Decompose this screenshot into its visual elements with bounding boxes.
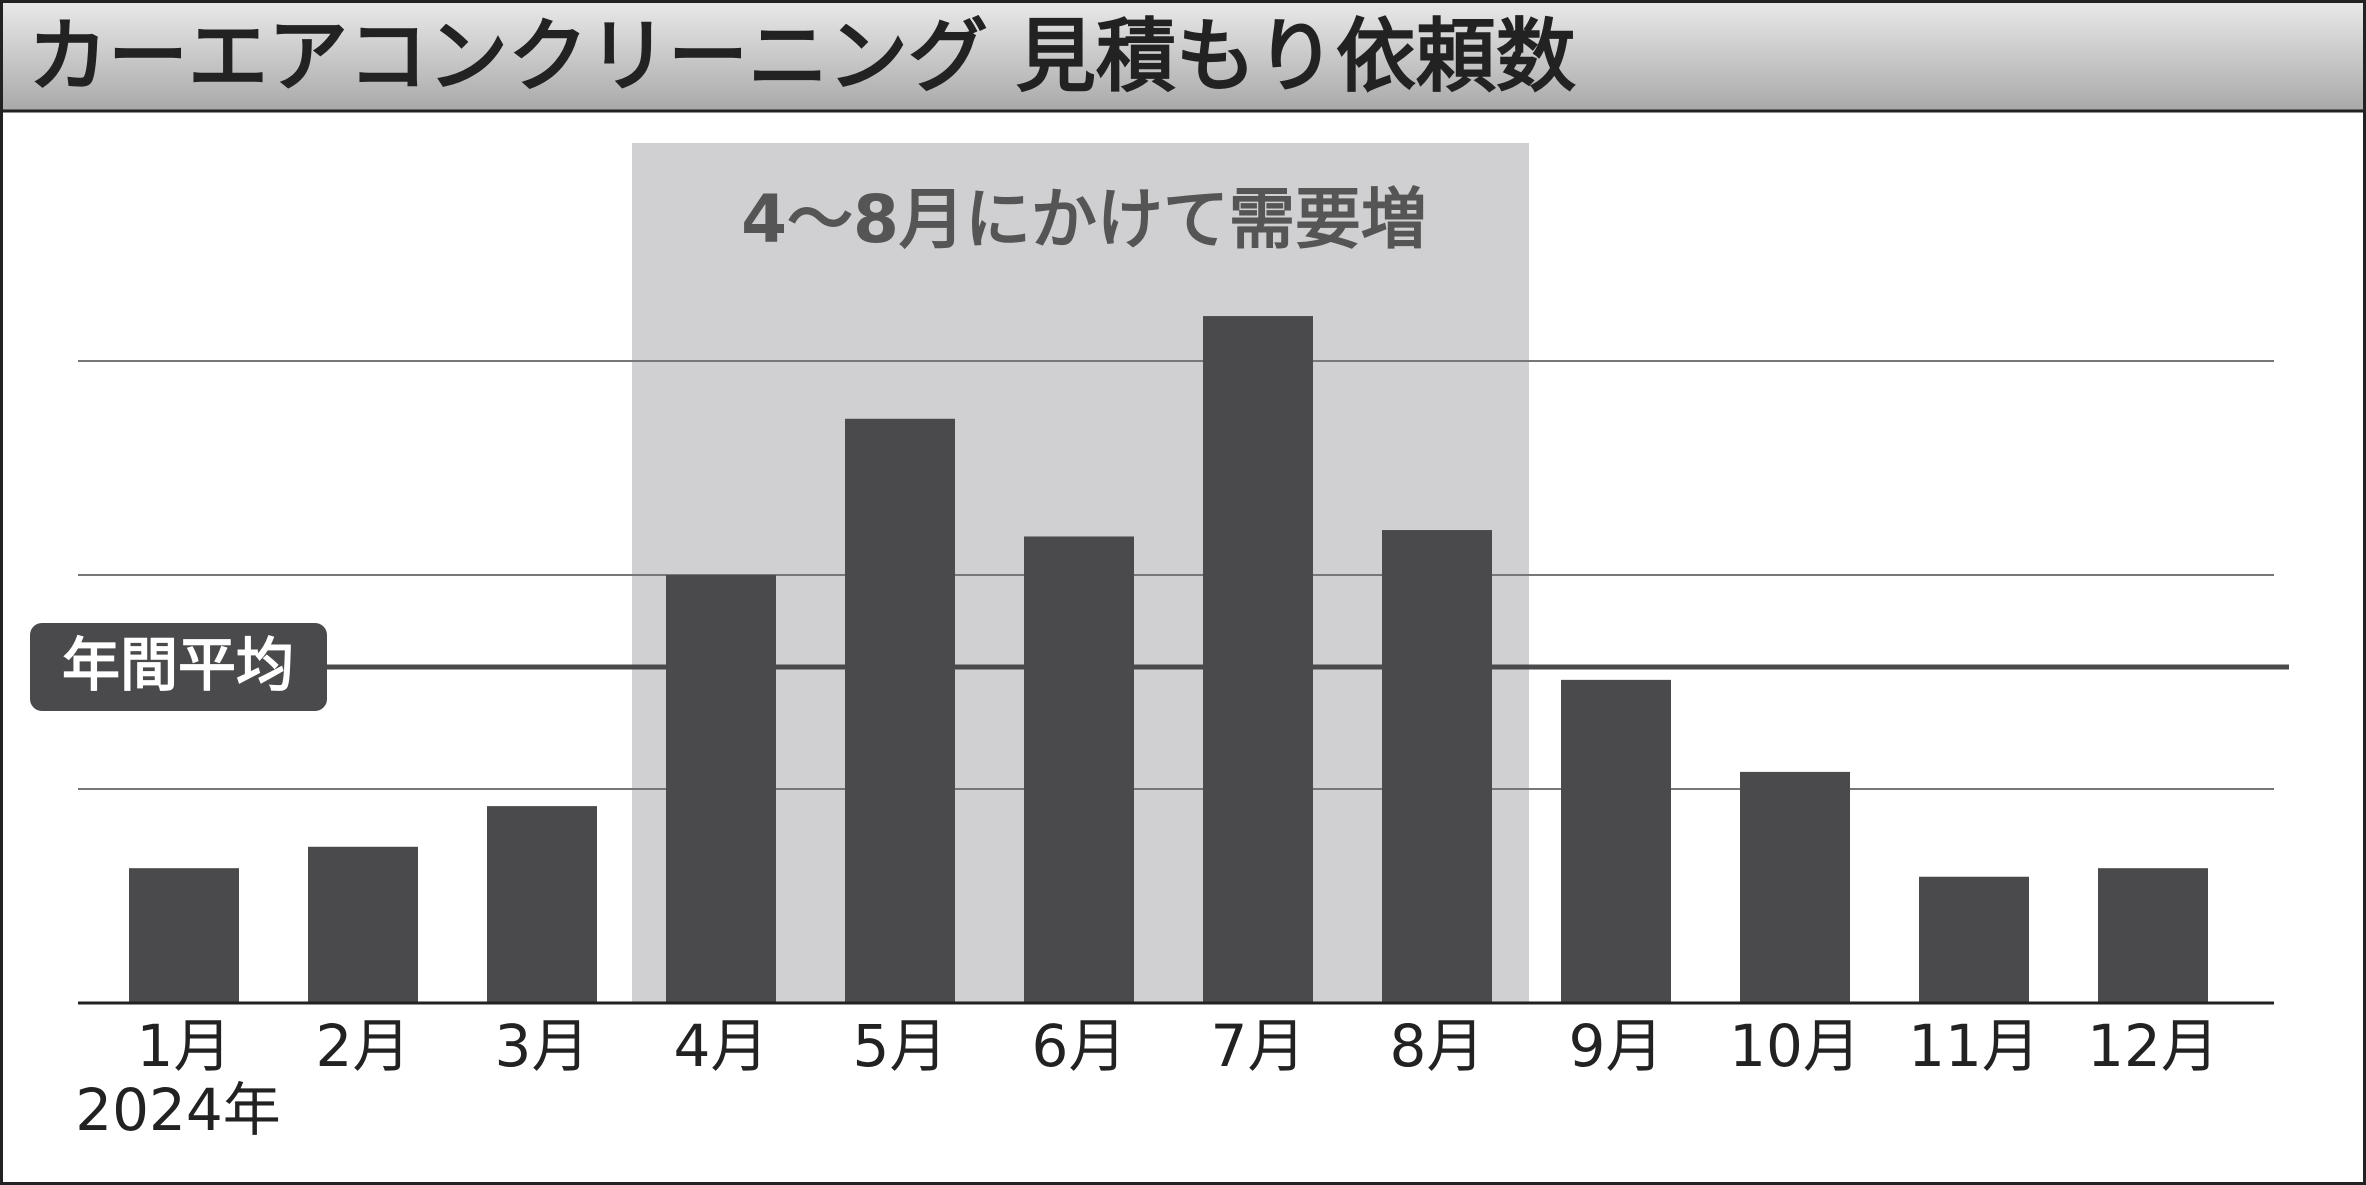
- x-tick-label: 10月: [1729, 1012, 1861, 1080]
- bar: [129, 868, 239, 1003]
- bar: [2098, 868, 2208, 1003]
- bar: [1203, 316, 1313, 1003]
- bar: [308, 846, 418, 1003]
- bar: [666, 575, 776, 1003]
- bar: [1382, 530, 1492, 1003]
- annotation: 4～8月にかけて需要増: [741, 181, 1427, 258]
- x-tick-label: 11月: [1908, 1012, 2040, 1080]
- x-tick-label: 8月: [1390, 1012, 1485, 1080]
- bar: [1740, 771, 1850, 1003]
- chart-title: カーエアコンクリーニング 見積もり依頼数: [28, 10, 1576, 103]
- x-tick-label: 9月: [1569, 1012, 1664, 1080]
- x-tick-label: 3月: [495, 1012, 590, 1080]
- bar: [845, 418, 955, 1003]
- x-tick-label: 7月: [1211, 1012, 1306, 1080]
- bar: [1561, 679, 1671, 1003]
- bar: [1024, 536, 1134, 1003]
- reference-label: 年間平均: [62, 631, 294, 699]
- x-tick-label: 6月: [1032, 1012, 1127, 1080]
- x-note: 2024年: [75, 1076, 281, 1144]
- x-tick-label: 2月: [316, 1012, 411, 1080]
- bar: [487, 806, 597, 1003]
- reference-label-box: [30, 623, 327, 712]
- x-tick-label: 5月: [853, 1012, 948, 1080]
- x-tick-label: 1月: [137, 1012, 232, 1080]
- bar: [1919, 876, 2029, 1003]
- x-tick-label: 4月: [674, 1012, 769, 1080]
- x-tick-label: 12月: [2087, 1012, 2219, 1080]
- title-bar: [3, 3, 2363, 111]
